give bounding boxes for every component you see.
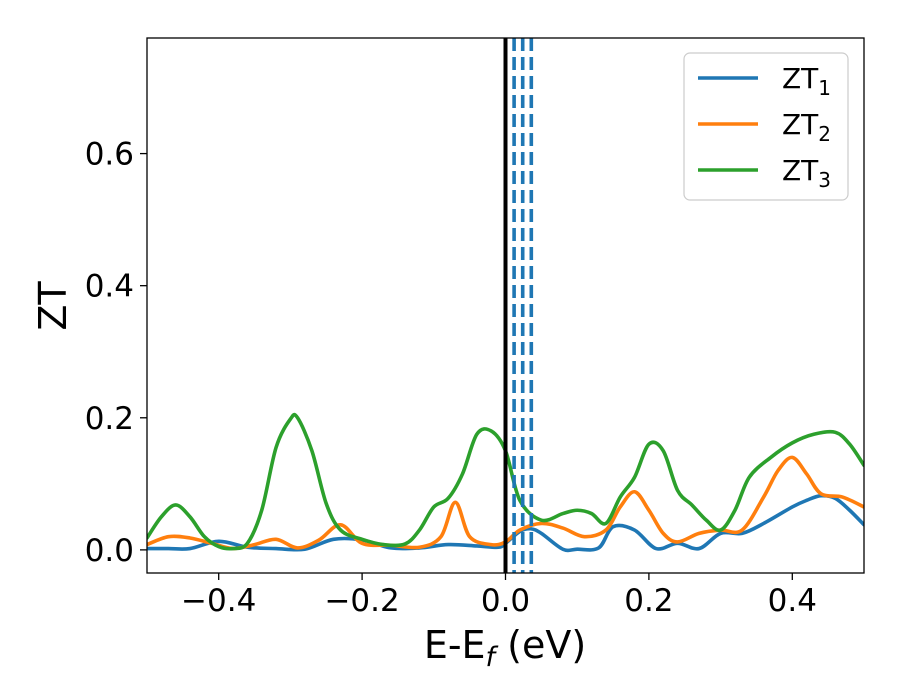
y-tick-label: 0.0 (85, 533, 134, 569)
series-line-1 (147, 493, 864, 553)
y-tick-label: 0.2 (85, 401, 134, 437)
x-tick-label: −0.2 (324, 583, 399, 619)
legend-label-2: ZT2 (782, 108, 831, 146)
x-tick-label: 0.4 (768, 583, 817, 619)
x-axis-label-unit: (eV) (495, 623, 586, 667)
y-axis-label: ZT (31, 281, 75, 331)
x-tick-label: 0.0 (481, 583, 530, 619)
legend-items: ZT1 ZT2 ZT3 (698, 62, 831, 192)
vertical-lines-layer (503, 38, 534, 573)
series-line-3 (147, 412, 864, 551)
legend-box (683, 52, 849, 201)
x-tick-label: 0.2 (624, 583, 673, 619)
legend-label-3: ZT3 (782, 154, 831, 192)
y-tick-label: 0.4 (85, 269, 134, 305)
legend-label-1: ZT1 (782, 62, 831, 100)
x-axis-label: E-Ef (eV) (424, 623, 586, 673)
y-axis-ticks: 0.0 0.2 0.4 0.6 (85, 137, 147, 569)
y-tick-label: 0.6 (85, 137, 134, 173)
x-tick-label: −0.4 (181, 583, 256, 619)
x-axis-ticks: −0.4 −0.2 0.0 0.2 0.4 (181, 573, 817, 619)
x-axis-label-main: E-E (424, 623, 486, 667)
legend: ZT1 ZT2 ZT3 (683, 52, 849, 201)
